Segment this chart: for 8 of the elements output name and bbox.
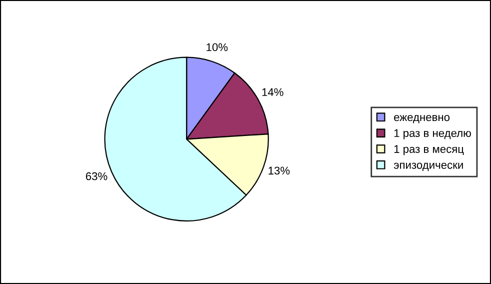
data-label: 63% [86, 172, 108, 180]
data-label: 13% [268, 166, 290, 175]
legend-label: 1 раз в неделю [394, 129, 471, 140]
legend-label: эпизодически [394, 162, 463, 171]
legend-label: ежедневно [394, 115, 450, 124]
data-label: 10% [206, 43, 228, 52]
legend-label: 1 раз в месяц [394, 145, 464, 156]
data-label: 14% [262, 88, 284, 96]
